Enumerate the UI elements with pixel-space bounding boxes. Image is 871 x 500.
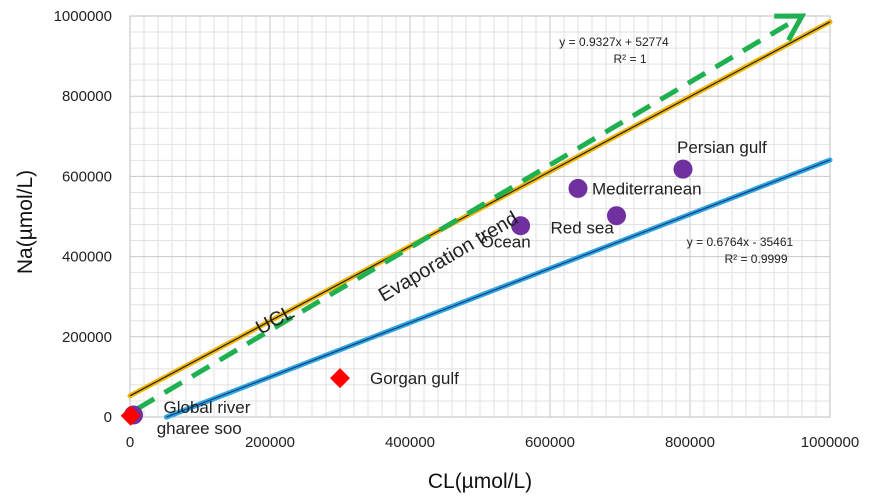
y-tick-label: 0 [104,409,112,426]
x-tick-label: 200000 [245,434,295,451]
ocean-label: Ocean [481,233,531,252]
x-tick-label: 0 [126,434,134,451]
y-tick-labels: 0 200000 400000 600000 800000 1000000 [54,8,112,426]
regression-line-core-2 [166,159,831,418]
persian-gulf-point [673,159,693,179]
y-tick-label: 400000 [62,249,112,266]
point-labels: Global river gharee soo Gorgan gulf Ocean Me… [157,138,767,438]
plot-frame [129,15,831,418]
r-squared-2: R² = 0.9999 [724,252,787,266]
x-tick-label: 800000 [665,434,715,451]
data-points [120,159,693,426]
grid [129,15,831,418]
x-axis-title: CL(µmol/L) [428,470,532,493]
gorgan-gulf-point [330,368,350,389]
red-sea-point [607,206,626,226]
evaporation-trend-arrow [135,13,807,412]
global-river-label: Global river [164,398,251,417]
y-tick-label: 1000000 [54,8,112,25]
x-tick-labels: 0 200000 400000 600000 800000 1000000 [126,434,859,451]
y-tick-label: 200000 [62,329,112,346]
gorgan-gulf-label: Gorgan gulf [370,369,459,388]
gharee-soo-point [120,405,141,426]
ocean-point [511,216,531,236]
equation-2: y = 0.6764x - 35461 [687,235,794,249]
mediterranean-label: Mediterranean [592,179,702,198]
x-tick-label: 400000 [385,434,435,451]
gharee-soo-label: gharee soo [157,419,242,438]
y-tick-label: 600000 [62,168,112,185]
equation-1: y = 0.9327x + 52774 [559,35,669,49]
y-tick-label: 800000 [62,88,112,105]
red-sea-label: Red sea [551,219,615,238]
persian-gulf-label: Persian gulf [677,138,767,157]
trend-arrow-head [774,13,807,42]
y-axis-title: Na(µmol/L) [14,170,37,274]
x-tick-label: 1000000 [801,434,859,451]
mediterranean-point [568,178,588,198]
r-squared-1: R² = 1 [613,52,646,66]
x-tick-label: 600000 [525,434,575,451]
ucl-label: UCL [252,301,298,339]
